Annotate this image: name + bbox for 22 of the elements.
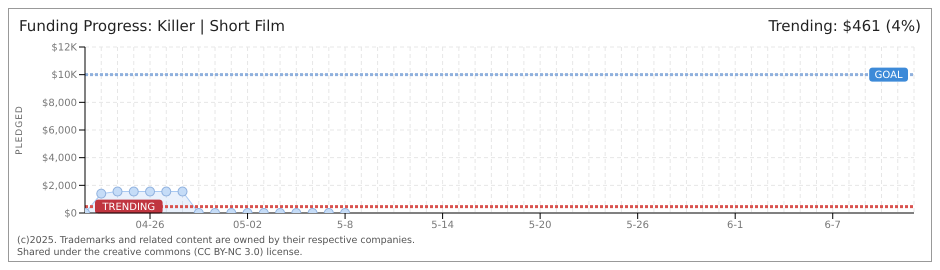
x-tick-label: 5-14 xyxy=(431,220,454,232)
y-tick-label: $4,000 xyxy=(42,153,77,164)
x-tick-label: 6-1 xyxy=(727,220,744,232)
x-tick-label: 6-7 xyxy=(824,220,841,232)
x-tick-label: 5-26 xyxy=(626,220,650,232)
y-tick-label: $0 xyxy=(64,208,77,220)
y-tick-label: $6,000 xyxy=(42,126,77,137)
text: Shared under the creative commons (CC BY-NC 3.0) license. xyxy=(17,247,304,259)
x-tick-label: 5-20 xyxy=(528,220,552,232)
y-tick-label: $8,000 xyxy=(42,98,77,109)
x-tick-label: 04-26 xyxy=(135,220,165,232)
y-tick-label: $2,000 xyxy=(42,180,77,192)
ref-line-label: GOAL xyxy=(874,70,903,82)
ref-line-label: TRENDING xyxy=(101,202,156,214)
chart-subtitle: Trending: $461 (4%) xyxy=(768,17,921,35)
x-tick-label: 5-8 xyxy=(336,220,354,232)
y-tick-label: $12K xyxy=(51,42,78,54)
y-tick-label: $10K xyxy=(51,70,78,82)
text: (c)2025. Trademarks and related content are owned by their respective companies. xyxy=(17,235,415,247)
x-tick-label: 05-02 xyxy=(233,220,262,232)
chart-title: Funding Progress: Killer | Short Film xyxy=(19,17,285,35)
y-axis-title: PLEDGED xyxy=(15,105,26,155)
